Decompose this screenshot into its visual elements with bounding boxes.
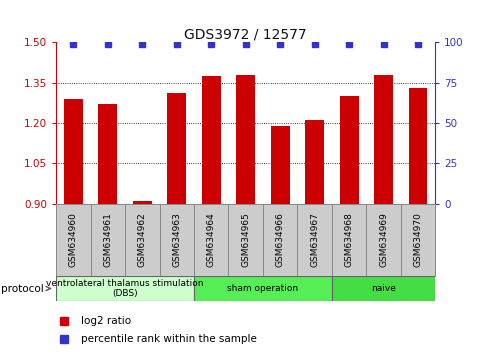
- Text: GSM634963: GSM634963: [172, 212, 181, 267]
- Text: GSM634966: GSM634966: [275, 212, 284, 267]
- Bar: [339, 96, 358, 204]
- Text: GSM634970: GSM634970: [413, 212, 422, 267]
- Bar: [98, 104, 117, 204]
- Bar: [194, 204, 228, 276]
- Bar: [305, 120, 324, 204]
- Bar: [90, 204, 125, 276]
- Bar: [373, 75, 392, 204]
- Bar: [56, 276, 194, 301]
- Bar: [167, 93, 186, 204]
- Bar: [228, 204, 263, 276]
- Bar: [297, 204, 331, 276]
- Text: ventrolateral thalamus stimulation
(DBS): ventrolateral thalamus stimulation (DBS): [46, 279, 203, 298]
- Text: GSM634969: GSM634969: [378, 212, 387, 267]
- Bar: [331, 276, 434, 301]
- Text: percentile rank within the sample: percentile rank within the sample: [81, 334, 256, 344]
- Bar: [133, 201, 152, 204]
- Title: GDS3972 / 12577: GDS3972 / 12577: [184, 27, 306, 41]
- Text: GSM634962: GSM634962: [138, 212, 146, 267]
- Bar: [236, 75, 255, 204]
- Text: GSM634960: GSM634960: [69, 212, 78, 267]
- Text: GSM634964: GSM634964: [206, 212, 215, 267]
- Bar: [263, 204, 297, 276]
- Bar: [407, 88, 427, 204]
- Bar: [64, 99, 83, 204]
- Bar: [159, 204, 194, 276]
- Bar: [270, 126, 289, 204]
- Text: GSM634967: GSM634967: [309, 212, 319, 267]
- Bar: [202, 76, 220, 204]
- Text: naive: naive: [370, 284, 395, 293]
- Bar: [56, 204, 90, 276]
- Text: sham operation: sham operation: [227, 284, 298, 293]
- Text: protocol: protocol: [1, 284, 50, 293]
- Bar: [331, 204, 366, 276]
- Text: log2 ratio: log2 ratio: [81, 316, 131, 326]
- Text: GSM634961: GSM634961: [103, 212, 112, 267]
- Bar: [125, 204, 159, 276]
- Bar: [400, 204, 434, 276]
- Bar: [194, 276, 331, 301]
- Bar: [366, 204, 400, 276]
- Text: GSM634968: GSM634968: [344, 212, 353, 267]
- Text: GSM634965: GSM634965: [241, 212, 250, 267]
